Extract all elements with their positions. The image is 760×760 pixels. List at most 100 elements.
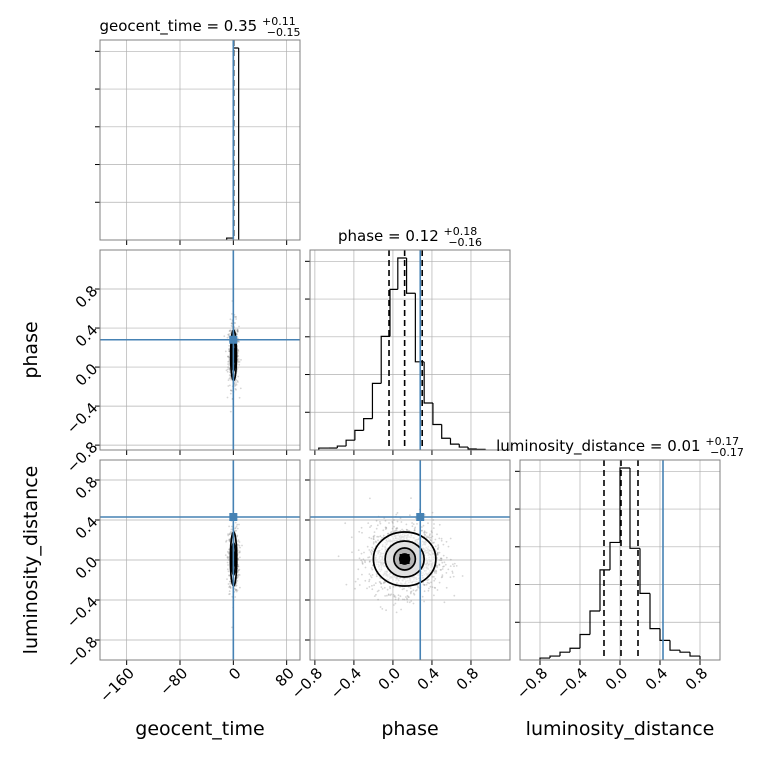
joint-phase-luminosity_distance-sample-point: [405, 529, 408, 531]
joint-phase-luminosity_distance-sample-point: [434, 538, 437, 541]
joint-phase-luminosity_distance-sample-point: [402, 529, 405, 532]
joint-phase-luminosity_distance-sample-point: [412, 602, 415, 605]
joint-phase-luminosity_distance-sample-point: [436, 533, 438, 536]
joint-phase-luminosity_distance-sample-point: [423, 530, 426, 533]
hist-phase-bin-2: [336, 445, 347, 449]
joint-geocent_time-phase-sample-point: [235, 318, 238, 320]
joint-geocent_time-luminosity_distance-sample-point: [234, 521, 237, 524]
joint-geocent_time-luminosity_distance-sample-point: [226, 561, 229, 564]
hist-geocent_time-frame: [99, 39, 301, 241]
joint-geocent_time-phase-sample-point: [237, 352, 239, 354]
joint-geocent_time-phase-sample-point: [229, 376, 232, 379]
joint-geocent_time-luminosity_distance-sample-point: [239, 586, 241, 589]
joint-geocent_time-phase-sample-point: [230, 322, 233, 325]
joint-phase-luminosity_distance-sample-point: [383, 586, 386, 589]
joint-phase-luminosity_distance-sample-point: [394, 598, 397, 601]
joint-phase-luminosity_distance-sample-point: [437, 551, 439, 554]
joint-phase-luminosity_distance-sample-point: [453, 594, 456, 597]
joint-phase-luminosity_distance-sample-point: [379, 606, 382, 608]
joint-geocent_time-luminosity_distance-sample-point: [239, 556, 241, 559]
joint-phase-luminosity_distance-sample-point: [410, 600, 413, 602]
joint-phase-luminosity_distance-sample-point: [376, 535, 379, 538]
joint-phase-luminosity_distance-sample-point: [416, 589, 418, 591]
joint-phase-luminosity_distance-sample-point: [371, 574, 374, 576]
joint-phase-luminosity_distance-sample-point: [408, 530, 411, 532]
joint-phase-luminosity_distance-sample-point: [379, 521, 381, 523]
joint-phase-luminosity_distance-sample-point: [385, 526, 388, 529]
joint-phase-luminosity_distance-sample-point: [428, 534, 431, 537]
joint-geocent_time-phase-sample-point: [236, 354, 239, 357]
joint-geocent_time-phase-sample-point: [223, 335, 226, 338]
hist-phase-bin-8: [389, 288, 398, 337]
joint-geocent_time-phase-sample-point: [228, 367, 231, 370]
joint-geocent_time-luminosity_distance-sample-point: [239, 551, 241, 554]
joint-phase-luminosity_distance-sample-point: [369, 560, 371, 563]
joint-geocent_time-luminosity_distance-sample-point: [227, 534, 230, 537]
joint-geocent_time-phase-sample-point: [224, 350, 227, 353]
joint-phase-luminosity_distance-sample-point: [370, 553, 373, 556]
joint-phase-luminosity_distance-sample-point: [400, 521, 403, 523]
joint-phase-luminosity_distance-sample-point: [436, 566, 439, 569]
joint-phase-luminosity_distance-sample-point: [372, 542, 375, 545]
joint-phase-luminosity_distance-sample-point: [370, 576, 373, 579]
joint-phase-luminosity_distance-sample-point: [399, 595, 402, 598]
joint-geocent_time-luminosity_distance-sample-point: [227, 551, 230, 554]
joint-geocent_time-luminosity_distance-sample-point: [227, 559, 230, 561]
joint-phase-luminosity_distance-sample-point: [397, 599, 400, 601]
joint-phase-luminosity_distance-sample-point: [449, 558, 452, 561]
hist-luminosity_distance-bin-13: [669, 640, 680, 651]
joint-phase-luminosity_distance-sample-point: [406, 601, 409, 603]
joint-geocent_time-phase-sample-point: [228, 344, 231, 347]
joint-geocent_time-phase-sample-point: [229, 384, 231, 387]
joint-phase-luminosity_distance-sample-point: [441, 561, 444, 564]
joint-phase-luminosity_distance-sample-point: [397, 597, 400, 600]
joint-phase-luminosity_distance-sample-point: [397, 594, 400, 597]
joint-geocent_time-phase-sample-point: [228, 348, 230, 351]
joint-geocent_time-luminosity_distance-sample-point: [239, 546, 241, 549]
joint-phase-luminosity_distance-sample-point: [417, 585, 419, 588]
joint-geocent_time-luminosity_distance-sample-point: [234, 588, 237, 591]
joint-phase-luminosity_distance-sample-point: [436, 565, 439, 567]
joint-phase-luminosity_distance-sample-point: [385, 527, 388, 529]
joint-phase-luminosity_distance-sample-point: [409, 592, 412, 595]
joint-phase-luminosity_distance-sample-point: [427, 578, 430, 581]
joint-phase-luminosity_distance-sample-point: [455, 565, 458, 567]
joint-phase-luminosity_distance-sample-point: [439, 557, 442, 560]
joint-phase-luminosity_distance-sample-point: [377, 598, 379, 601]
joint-geocent_time-phase-sample-point: [237, 360, 240, 362]
joint-phase-luminosity_distance-sample-point: [394, 602, 397, 605]
joint-geocent_time-phase-sample-point: [234, 316, 237, 318]
joint-geocent_time-luminosity_distance-sample-point: [235, 589, 237, 591]
joint-geocent_time-luminosity_distance-sample-point: [231, 626, 233, 629]
title-phase: phase = 0.12 +0.18 −0.16: [338, 221, 482, 249]
joint-phase-luminosity_distance-sample-point: [389, 532, 392, 534]
joint-phase-luminosity_distance-sample-point: [443, 561, 446, 564]
joint-phase-luminosity_distance-sample-point: [432, 527, 435, 529]
hist-phase-bin-12: [423, 361, 433, 404]
joint-geocent_time-phase-sample-point: [230, 378, 233, 381]
joint-phase-luminosity_distance-sample-point: [442, 543, 445, 546]
hist-phase-bin-0: [318, 447, 329, 450]
joint-phase-luminosity_distance-sample-point: [377, 589, 380, 592]
joint-geocent_time-phase-sample-point: [226, 396, 229, 399]
joint-phase-luminosity_distance-sample-point: [409, 591, 412, 594]
joint-phase-luminosity_distance-sample-point: [364, 579, 367, 582]
joint-geocent_time-phase-sample-point: [238, 396, 241, 399]
joint-geocent_time-phase-sample-point: [231, 389, 233, 392]
joint-phase-luminosity_distance-sample-point: [358, 584, 361, 586]
joint-phase-luminosity_distance-sample-point: [368, 586, 371, 588]
x-axis-label-luminosity_distance: luminosity_distance: [526, 718, 715, 740]
joint-phase-luminosity_distance-sample-point: [368, 536, 371, 539]
joint-geocent_time-phase-sample-point: [228, 364, 231, 367]
joint-geocent_time-phase-sample-point: [228, 374, 231, 377]
joint-geocent_time-luminosity_distance-sample-point: [237, 573, 240, 576]
joint-geocent_time-luminosity_distance-sample-point: [226, 578, 228, 580]
joint-phase-luminosity_distance-sample-point: [393, 604, 395, 606]
joint-geocent_time-phase-sample-point: [235, 378, 238, 381]
hist-luminosity_distance-bin-7: [609, 541, 620, 570]
joint-geocent_time-phase-sample-point: [225, 369, 228, 372]
joint-phase-luminosity_distance-sample-point: [385, 609, 387, 612]
joint-geocent_time-phase-sample-point: [235, 382, 237, 384]
